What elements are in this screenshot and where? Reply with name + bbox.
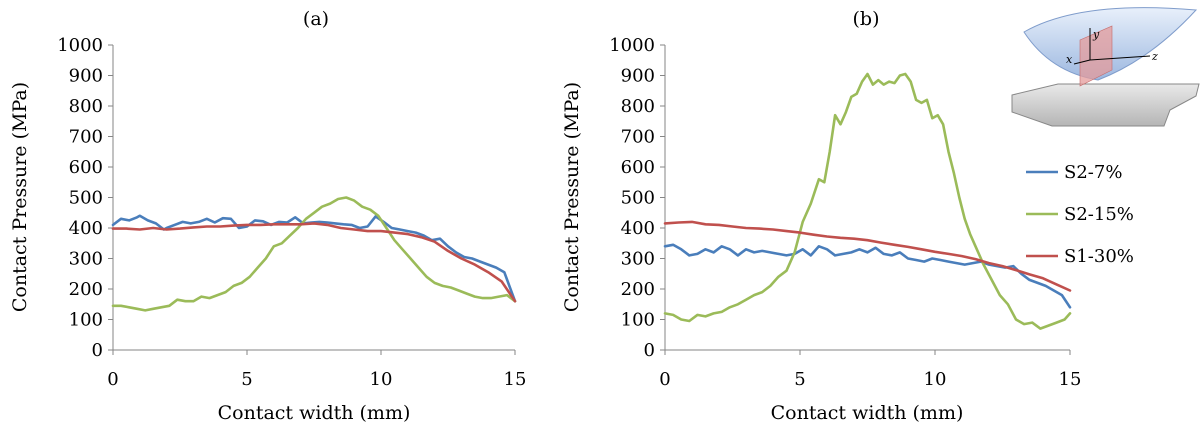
panel-b-series-s2-7 (663, 243, 1072, 309)
panel-a-x-tick-label: 0 (107, 369, 118, 390)
panel-a-y-axis: 0 100 200 300 400 500 600 700 800 900 1000 (57, 35, 114, 361)
panel-b-y-tick-label: 900 (621, 66, 655, 87)
panel-b-series-s2-15 (663, 72, 1072, 330)
panel-b-y-tick-label: 400 (621, 218, 655, 239)
panel-a-y-tick-label: 500 (69, 188, 103, 209)
panel-a-y-tick-label: 400 (69, 218, 103, 239)
panel-a: (a) 0 100 200 300 400 500 600 700 800 900 1000 0 5 1… (9, 8, 526, 424)
panel-b-y-tick-label: 0 (644, 340, 655, 361)
panel-b-y-tick-label: 700 (621, 127, 655, 148)
panel-b-y-tick-label: 500 (621, 188, 655, 209)
schematic-section-plane (1079, 25, 1113, 87)
panel-a-y-tick-label: 600 (69, 157, 103, 178)
panel-a-y-tick-label: 1000 (57, 35, 103, 56)
legend-label: S1-30% (1064, 246, 1134, 267)
schematic-plate (1011, 83, 1200, 127)
panel-b-x-tick-label: 0 (659, 369, 670, 390)
panel-a-y-tick-label: 700 (69, 127, 103, 148)
panel-b-x-tick-label: 10 (924, 369, 947, 390)
indenter-schematic: y x z (1011, 7, 1200, 127)
panel-b-y-axis: 0 100 200 300 400 500 600 700 800 900 1000 (609, 35, 666, 361)
panel-a-y-tick-label: 200 (69, 279, 103, 300)
panel-b-y-tick-label: 1000 (609, 35, 655, 56)
panel-a-y-tick-label: 900 (69, 66, 103, 87)
panel-b-x-axis: 0 5 10 15 (659, 349, 1082, 390)
panel-a-y-tick-label: 0 (92, 340, 103, 361)
panel-b: (b) 0 100 200 300 400 500 600 700 800 900 1000 0 5 1… (561, 8, 1081, 424)
panel-b-title: (b) (853, 8, 880, 30)
panel-a-y-tick-label: 800 (69, 96, 103, 117)
schematic-axis-x-label: x (1066, 53, 1073, 66)
panel-b-y-tick-label: 800 (621, 96, 655, 117)
legend-label: S2-15% (1064, 204, 1134, 225)
panel-b-x-label: Contact width (mm) (771, 402, 964, 424)
panel-a-series-s2-15 (111, 196, 517, 312)
panel-a-y-tick-label: 300 (69, 249, 103, 270)
panel-a-y-label: Contact Pressure (MPa) (9, 82, 31, 312)
panel-a-title: (a) (303, 8, 329, 30)
panel-a-x-label: Contact width (mm) (218, 402, 411, 424)
panel-b-y-tick-label: 200 (621, 279, 655, 300)
panel-a-x-tick-label: 5 (241, 369, 252, 390)
panel-b-x-tick-label: 15 (1059, 369, 1082, 390)
panel-b-series-s1-30 (663, 220, 1072, 292)
legend-label: S2-7% (1064, 162, 1122, 183)
schematic-axis-y-label: y (1092, 28, 1100, 41)
panel-b-y-tick-label: 300 (621, 249, 655, 270)
panel-a-series-s1-30 (111, 222, 517, 303)
panel-a-y-tick-label: 100 (69, 310, 103, 331)
panel-a-x-tick-label: 15 (504, 369, 527, 390)
panel-b-y-tick-label: 100 (621, 310, 655, 331)
legend: S2-7% S2-15% S1-30% (1026, 162, 1134, 267)
panel-b-y-label: Contact Pressure (MPa) (561, 82, 583, 312)
panel-b-y-tick-label: 600 (621, 157, 655, 178)
schematic-axis-z-label: z (1151, 50, 1158, 63)
panel-b-x-tick-label: 5 (794, 369, 805, 390)
panel-a-x-tick-label: 10 (370, 369, 393, 390)
panel-a-x-axis: 0 5 10 15 (107, 349, 527, 390)
